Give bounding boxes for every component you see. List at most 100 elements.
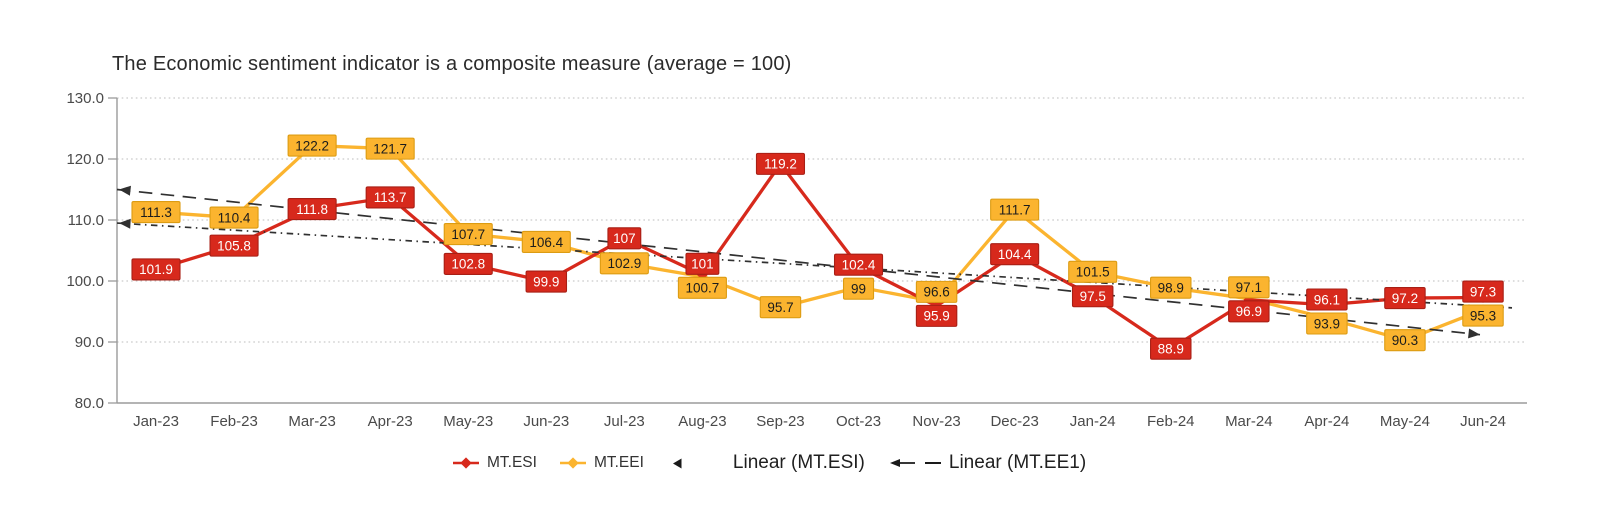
data-label-mt-eei-10: [915, 280, 958, 303]
data-label-mt-eei-12-text: 101.5: [1076, 265, 1110, 280]
data-label-mt-esi-1-text: 105.8: [217, 238, 251, 253]
data-label-mt-esi-14: [1228, 300, 1270, 323]
mt-eei-line-marker-icon: [559, 457, 586, 469]
x-axis-tick-label: Feb-24: [1147, 413, 1195, 430]
legend-label-linear-mt-esi: Linear (MT.ESI): [732, 452, 865, 473]
data-label-mt-eei-9-text: 99: [851, 282, 866, 297]
data-label-mt-eei-2-text: 122.2: [295, 138, 329, 153]
data-label-mt-eei-8-text: 95.7: [767, 300, 793, 315]
data-label-mt-eei-3-text: 121.7: [373, 141, 407, 156]
x-axis-tick-label: Apr-23: [368, 413, 413, 430]
data-label-mt-eei-0-text: 111.3: [140, 205, 172, 220]
data-label-mt-eei-5-text: 106.4: [529, 235, 563, 250]
data-label-mt-eei-0: [131, 201, 181, 224]
legend-item-linear-mt-ee1: Linear (MT.EE1): [889, 452, 1086, 474]
data-label-mt-eei-13: [1150, 276, 1192, 299]
left-arrow-dash-icon: [889, 459, 941, 467]
x-axis-tick-label: May-23: [443, 413, 493, 430]
data-label-mt-esi-16: [1384, 287, 1426, 310]
data-label-mt-esi-12: [1071, 285, 1114, 308]
data-label-mt-esi-15: [1306, 288, 1348, 311]
data-label-mt-eei-2: [287, 134, 337, 157]
data-label-mt-esi-0: [131, 258, 181, 281]
data-label-mt-esi-7: [685, 252, 720, 275]
series-line-mt-esi: [154, 162, 1485, 351]
trendline-linear-mt-esi-start-arrow-icon: [119, 218, 131, 229]
data-label-mt-eei-14-text: 97.1: [1236, 280, 1262, 295]
data-label-mt-esi-6-text: 107: [613, 231, 636, 246]
data-label-mt-eei-17: [1462, 304, 1504, 327]
legend-label-linear-mt-ee1: Linear (MT.EE1): [948, 452, 1087, 473]
trendline-linear-mt-ee1: [116, 188, 1481, 336]
data-label-mt-eei-5: [521, 230, 571, 254]
data-label-mt-esi-12-text: 97.5: [1080, 289, 1106, 304]
x-axis-tick-label: Nov-23: [912, 413, 960, 430]
data-label-mt-esi-10-text: 95.9: [923, 309, 949, 324]
data-label-mt-esi-6: [607, 227, 642, 250]
y-axis-tick-label: 110.0: [68, 212, 104, 229]
x-axis-tick-label: Aug-23: [678, 413, 726, 430]
data-label-mt-esi-13-text: 88.9: [1158, 342, 1184, 357]
legend-label-mt-eei: MT.EEI: [593, 454, 644, 471]
data-label-mt-eei-11: [990, 198, 1040, 221]
data-label-mt-esi-1: [209, 234, 259, 257]
trendline-linear-mt-ee1-end-arrow-icon: [1468, 328, 1480, 339]
data-label-mt-eei-7: [677, 276, 727, 299]
y-axis-tick-label: 130.0: [66, 90, 104, 107]
y-axis-tick-label: 120.0: [66, 151, 104, 168]
data-label-mt-esi-10: [915, 304, 958, 327]
data-label-mt-eei-8: [759, 296, 802, 319]
data-label-mt-eei-17-text: 95.3: [1470, 308, 1496, 323]
data-label-mt-eei-1: [209, 206, 259, 229]
data-label-mt-eei-1-text: 110.4: [218, 210, 251, 225]
data-label-mt-eei-7-text: 100.7: [686, 281, 720, 296]
data-label-mt-esi-3-text: 113.7: [374, 190, 407, 205]
data-label-mt-eei-6-text: 102.9: [607, 256, 641, 271]
data-label-mt-eei-15: [1306, 312, 1348, 335]
data-label-mt-esi-2-text: 111.8: [296, 202, 328, 217]
x-axis-tick-label: Feb-23: [210, 413, 258, 430]
data-label-mt-esi-3: [365, 186, 415, 209]
data-label-mt-esi-8: [755, 152, 806, 175]
data-label-mt-esi-5: [525, 270, 568, 293]
x-axis-tick-label: Sep-23: [756, 413, 804, 430]
data-label-mt-esi-4: [443, 252, 493, 275]
data-label-mt-esi-2: [287, 197, 337, 221]
x-axis-tick-label: May-24: [1380, 413, 1430, 430]
data-label-mt-eei-3: [365, 137, 415, 160]
mt-esi-line-marker-icon: [453, 457, 479, 469]
legend-item-mt-esi: MT.ESI: [452, 454, 537, 472]
data-label-mt-eei-4: [443, 222, 493, 246]
data-label-mt-eei-11-text: 111.7: [999, 202, 1031, 217]
data-label-mt-eei-15-text: 93.9: [1314, 316, 1340, 331]
x-axis-tick-label: Jun-23: [523, 413, 569, 430]
data-label-mt-esi-11-text: 104.4: [998, 247, 1032, 262]
data-label-mt-eei-6: [599, 252, 649, 275]
legend-label-mt-esi: MT.ESI: [487, 454, 537, 471]
legend-item-linear-mt-esi: Linear (MT.ESI): [672, 452, 865, 474]
data-label-mt-esi-5-text: 99.9: [533, 274, 559, 289]
x-axis-tick-label: Apr-24: [1304, 413, 1349, 430]
legend-item-mt-eei: MT.EEI: [559, 454, 644, 472]
x-axis-tick-label: Jan-23: [133, 413, 179, 430]
chart-title: The Economic sentiment indicator is a co…: [112, 53, 792, 75]
left-triangle-arrow-icon: [672, 458, 682, 468]
data-label-mt-esi-17: [1462, 280, 1504, 303]
data-label-mt-eei-16-text: 90.3: [1392, 333, 1418, 348]
data-label-mt-eei-14: [1228, 276, 1270, 299]
data-label-mt-eei-12: [1068, 260, 1118, 283]
data-label-mt-esi-7-text: 101: [691, 257, 714, 272]
x-axis-tick-label: Jun-24: [1460, 413, 1506, 430]
data-label-mt-esi-17-text: 97.3: [1470, 284, 1496, 299]
data-label-mt-esi-13: [1150, 337, 1192, 360]
x-axis-tick-label: Mar-24: [1225, 413, 1273, 430]
x-axis-tick-label: Oct-23: [836, 413, 881, 430]
trendline-linear-mt-esi: [116, 222, 1513, 309]
trendline-linear-mt-ee1-start-arrow-icon: [119, 185, 131, 196]
y-axis-tick-label: 80.0: [75, 395, 104, 412]
data-label-mt-esi-9: [833, 253, 884, 276]
x-axis-tick-label: Jan-24: [1070, 413, 1116, 430]
data-label-mt-esi-11: [990, 243, 1040, 266]
data-label-mt-eei-10-text: 96.6: [923, 285, 949, 300]
